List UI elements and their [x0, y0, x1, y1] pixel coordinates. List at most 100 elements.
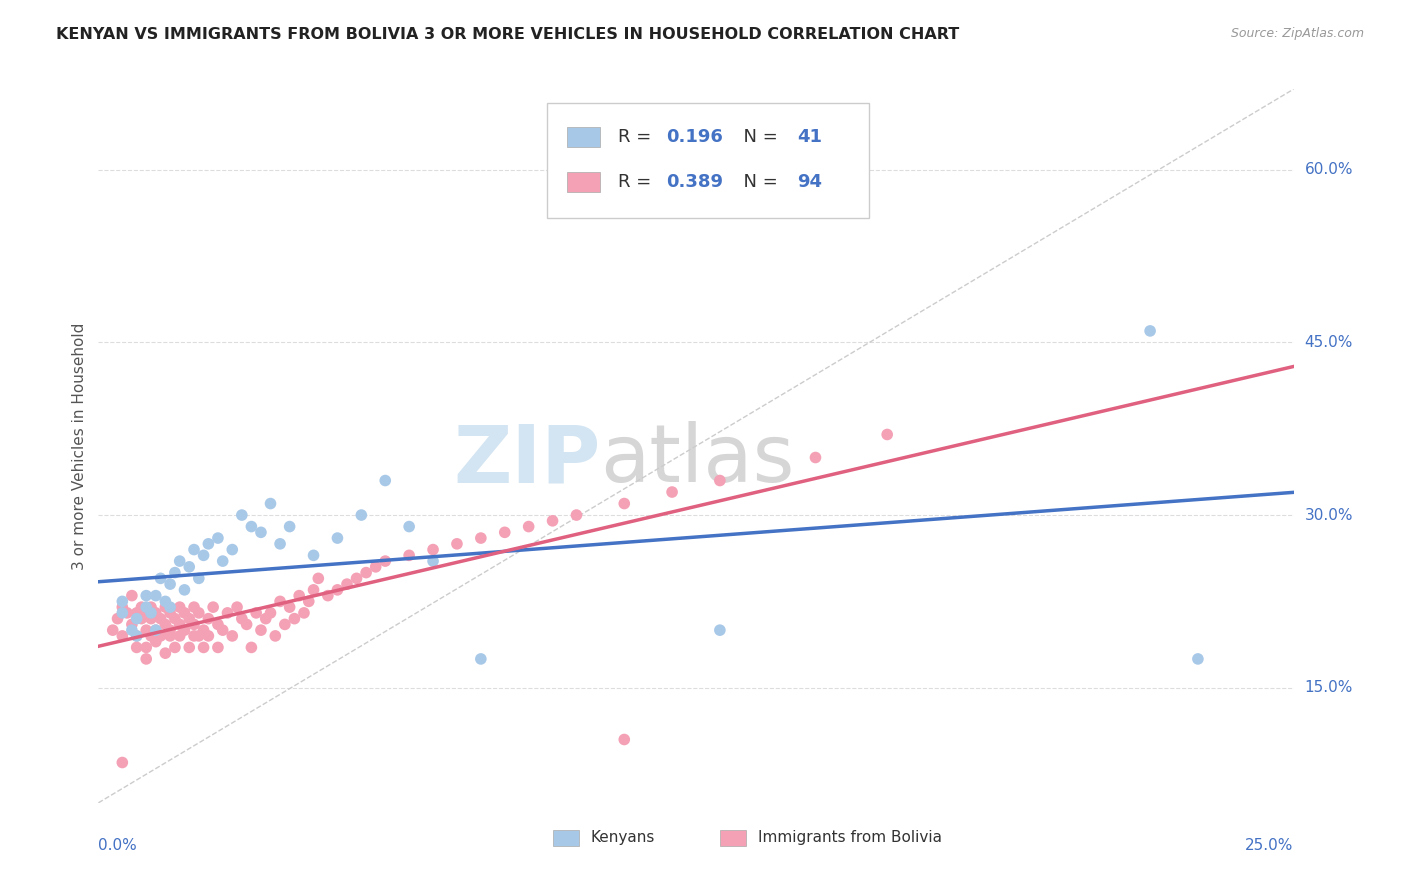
Point — [193, 549, 215, 563]
Text: 60.0%: 60.0% — [1305, 162, 1353, 178]
Point — [173, 582, 195, 597]
Point — [197, 629, 219, 643]
Point — [187, 606, 209, 620]
Point — [125, 629, 148, 643]
Text: N =: N = — [733, 128, 783, 146]
Text: 41: 41 — [797, 128, 823, 146]
Point — [111, 606, 134, 620]
Point — [193, 623, 215, 637]
Point — [145, 606, 167, 620]
Point — [422, 554, 444, 568]
Point — [235, 617, 257, 632]
Point — [278, 519, 301, 533]
Point — [145, 589, 167, 603]
Point — [183, 629, 205, 643]
Point — [804, 450, 827, 465]
Point — [155, 617, 177, 632]
Text: Source: ZipAtlas.com: Source: ZipAtlas.com — [1230, 27, 1364, 40]
Point — [221, 629, 243, 643]
Point — [354, 566, 377, 580]
Point — [121, 623, 143, 637]
Point — [187, 629, 209, 643]
Point — [145, 634, 167, 648]
Point — [173, 623, 195, 637]
Point — [398, 519, 420, 533]
Point — [155, 600, 177, 615]
Point — [179, 559, 201, 574]
Point — [149, 571, 172, 585]
Point — [139, 629, 162, 643]
Point — [107, 612, 129, 626]
Point — [470, 531, 492, 545]
Text: Kenyans: Kenyans — [591, 830, 655, 846]
Point — [159, 606, 181, 620]
Point — [179, 612, 201, 626]
Point — [207, 617, 229, 632]
Point — [240, 640, 263, 655]
Point — [565, 508, 588, 522]
Point — [326, 582, 349, 597]
Point — [131, 612, 153, 626]
Point — [202, 600, 225, 615]
Point — [183, 617, 205, 632]
Point — [1139, 324, 1161, 338]
Point — [135, 640, 157, 655]
Point — [326, 531, 349, 545]
Point — [163, 612, 186, 626]
Point — [135, 589, 157, 603]
Point — [661, 485, 683, 500]
Point — [278, 600, 301, 615]
Point — [307, 571, 329, 585]
Point — [139, 606, 162, 620]
Point — [250, 525, 273, 540]
Point — [274, 617, 297, 632]
Point — [159, 600, 181, 615]
FancyBboxPatch shape — [720, 830, 747, 846]
Point — [101, 623, 124, 637]
Text: KENYAN VS IMMIGRANTS FROM BOLIVIA 3 OR MORE VEHICLES IN HOUSEHOLD CORRELATION CH: KENYAN VS IMMIGRANTS FROM BOLIVIA 3 OR M… — [56, 27, 959, 42]
Point — [494, 525, 516, 540]
Point — [259, 497, 281, 511]
Point — [613, 497, 636, 511]
Point — [169, 629, 191, 643]
Point — [292, 606, 315, 620]
Point — [149, 612, 172, 626]
Point — [121, 617, 143, 632]
Point — [125, 606, 148, 620]
Point — [197, 612, 219, 626]
Point — [163, 640, 186, 655]
Point — [254, 612, 277, 626]
Point — [125, 629, 148, 643]
Point — [240, 519, 263, 533]
Point — [187, 571, 209, 585]
Point — [169, 617, 191, 632]
Point — [125, 612, 148, 626]
Text: 0.0%: 0.0% — [98, 838, 138, 853]
Point — [217, 606, 239, 620]
Text: 94: 94 — [797, 173, 823, 191]
Point — [159, 623, 181, 637]
Point — [139, 600, 162, 615]
Point — [145, 623, 167, 637]
Point — [149, 629, 172, 643]
Text: ZIP: ZIP — [453, 421, 600, 500]
Point — [159, 577, 181, 591]
Point — [111, 600, 134, 615]
Point — [517, 519, 540, 533]
Text: 0.196: 0.196 — [666, 128, 723, 146]
Point — [183, 600, 205, 615]
Point — [115, 606, 138, 620]
Point — [709, 474, 731, 488]
Text: N =: N = — [733, 173, 783, 191]
Text: R =: R = — [619, 173, 657, 191]
Point — [221, 542, 243, 557]
Point — [125, 640, 148, 655]
Point — [250, 623, 273, 637]
Point — [145, 623, 167, 637]
Point — [316, 589, 339, 603]
Point — [207, 531, 229, 545]
Point — [155, 594, 177, 608]
FancyBboxPatch shape — [547, 103, 869, 218]
Text: Immigrants from Bolivia: Immigrants from Bolivia — [758, 830, 942, 846]
Point — [302, 582, 325, 597]
